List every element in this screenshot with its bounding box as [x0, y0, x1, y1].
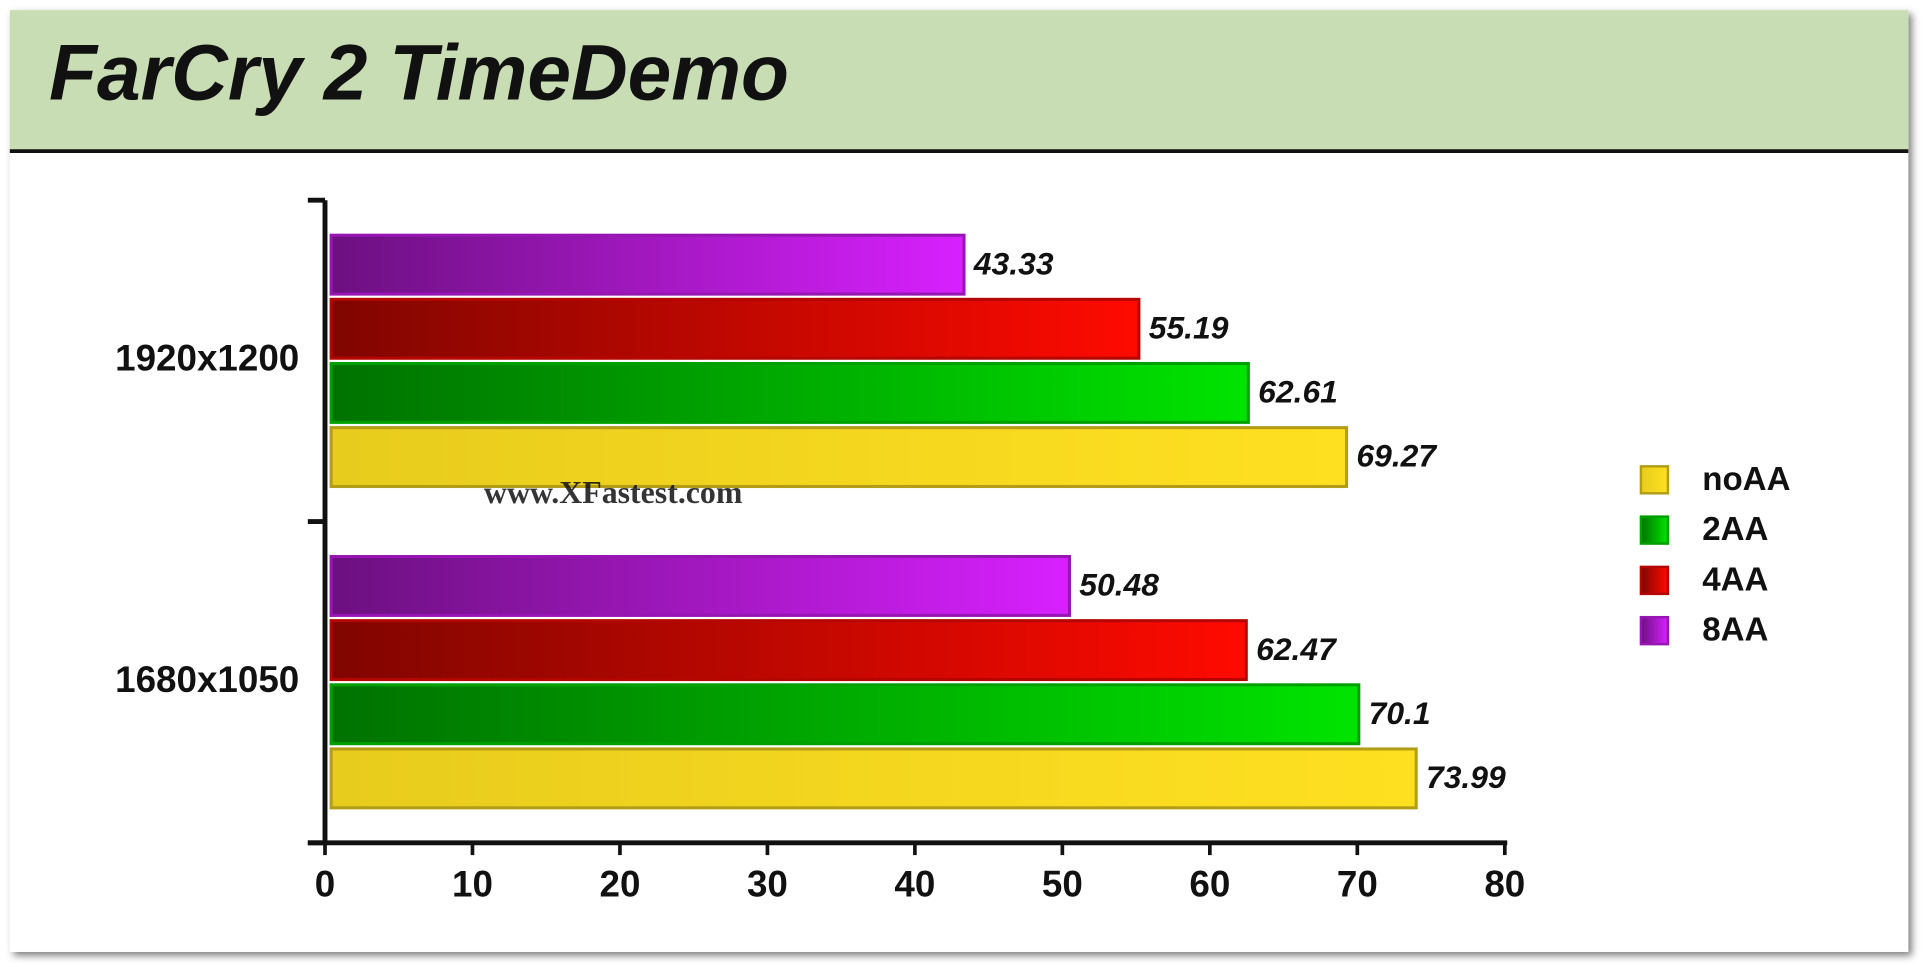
value-label: 43.33: [973, 245, 1054, 281]
value-label: 50.48: [1079, 567, 1159, 603]
x-tick-label: 80: [1484, 864, 1525, 905]
chart-title: FarCry 2 TimeDemo: [49, 29, 789, 117]
legend-swatch: [1639, 565, 1670, 596]
bar: [329, 747, 1418, 810]
value-label: 70.1: [1369, 695, 1431, 731]
value-label: 55.19: [1149, 309, 1229, 345]
value-label: 62.47: [1256, 631, 1337, 667]
value-label: 62.61: [1258, 374, 1338, 410]
watermark: www.XFastest.com: [484, 475, 742, 510]
legend-label: 8AA: [1702, 612, 1768, 649]
plot: 0 10 20 30 40 50 60 70 80 1920x1200 43.33 55.19 62.6…: [115, 197, 1791, 905]
x-tick-label: 30: [747, 864, 788, 905]
x-tick-label: 50: [1042, 864, 1083, 905]
bar: [329, 426, 1349, 489]
legend-label: 4AA: [1702, 561, 1768, 598]
y-tick-label: 1680x1050: [115, 659, 299, 700]
legend-label: 2AA: [1702, 511, 1768, 548]
legend-swatch: [1639, 465, 1670, 495]
x-tick-label: 70: [1337, 864, 1378, 905]
x-tick-label: 20: [599, 864, 640, 905]
value-label: 69.27: [1356, 438, 1437, 474]
legend-swatch: [1639, 515, 1670, 545]
bar: [329, 297, 1141, 360]
bar: [329, 619, 1248, 682]
bar: [329, 233, 966, 296]
bar: [329, 683, 1361, 746]
x-tick-label: 60: [1189, 864, 1230, 905]
bar: [329, 554, 1071, 617]
bar: [329, 361, 1250, 424]
x-tick-label: 10: [452, 864, 493, 905]
value-label: 73.99: [1426, 759, 1506, 795]
legend-label: noAA: [1702, 461, 1790, 498]
legend-swatch: [1639, 615, 1670, 646]
x-tick-label: 0: [315, 864, 335, 905]
title-band: [9, 10, 1909, 152]
y-tick-label: 1920x1200: [115, 338, 299, 379]
x-tick-label: 40: [894, 864, 935, 905]
